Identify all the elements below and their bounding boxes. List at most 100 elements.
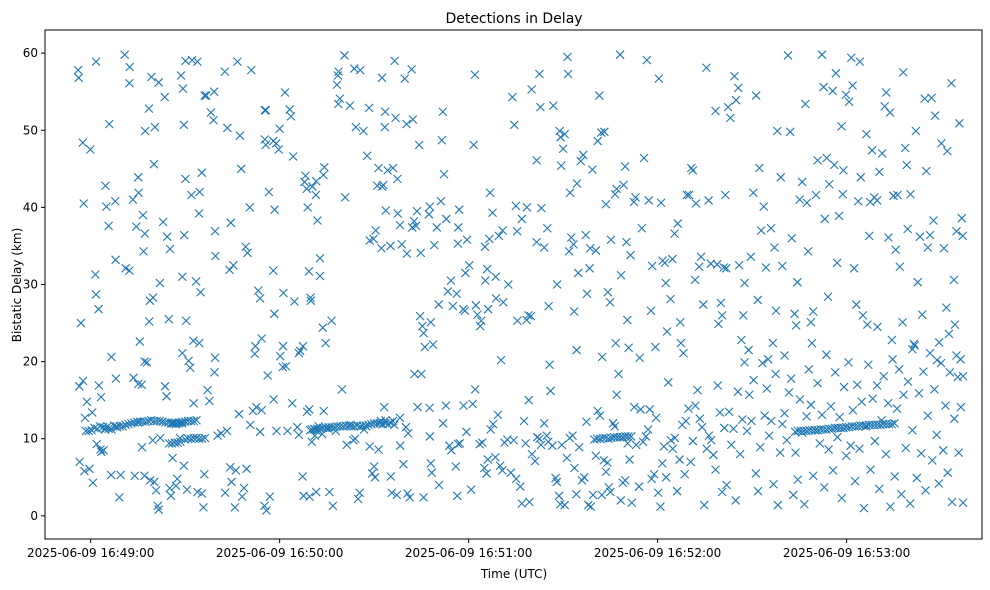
data-point [193,57,202,67]
data-point [495,461,505,471]
data-point [365,442,375,451]
data-point [82,397,92,407]
data-point [391,113,400,123]
data-point [107,352,116,362]
data-point [106,470,116,480]
data-point [759,202,769,211]
data-point [887,335,897,345]
data-point [179,230,189,240]
data-point [140,126,150,136]
data-point [385,418,395,427]
data-point [333,71,343,80]
data-point [822,153,832,163]
data-point [527,84,536,94]
data-point [862,129,871,139]
data-point [228,260,238,270]
data-point [355,488,365,498]
data-point [197,489,207,498]
data-point [288,152,298,161]
data-point [402,249,412,259]
data-point [162,391,171,401]
data-point [565,188,575,198]
data-point [675,317,685,327]
data-point [409,216,419,226]
data-point [626,432,636,441]
data-point [439,169,449,179]
data-point [392,490,402,500]
data-point [877,149,887,158]
data-point [651,413,661,423]
data-point [919,367,928,377]
data-point [698,300,708,309]
data-point [932,355,942,365]
data-point [192,415,201,425]
data-point [511,474,521,484]
data-point [662,327,672,336]
data-point [625,455,634,464]
data-point [649,469,659,479]
chart-title: Detections in Delay [445,11,582,27]
data-point [605,487,615,497]
data-point [795,395,805,404]
data-point [511,201,521,211]
data-point [822,350,831,360]
data-point [576,156,586,166]
data-point [645,405,655,414]
data-point [668,254,677,264]
data-point [615,50,625,60]
data-point [744,390,754,400]
data-point [848,81,857,90]
data-point [364,103,374,113]
data-point [694,262,704,272]
data-point [570,463,579,473]
data-point [85,464,94,474]
data-point [746,252,756,262]
data-point [956,402,966,412]
data-point [178,84,188,94]
data-point [895,262,905,272]
data-point [586,502,596,511]
data-point [749,375,759,385]
data-point [849,263,859,273]
data-point [233,57,242,67]
data-point [806,317,816,327]
data-point [828,465,838,475]
data-point [764,431,774,441]
data-point [310,431,320,441]
data-point [573,268,583,278]
data-point [362,151,372,161]
data-point [855,444,864,454]
data-point [412,206,422,216]
data-point [301,171,310,181]
data-point [121,420,131,430]
data-point [188,336,198,346]
data-point [332,80,342,90]
data-point [419,328,428,338]
y-tick-label: 0 [30,509,38,523]
data-point [733,83,743,93]
data-point [147,72,156,82]
data-point [768,338,778,348]
data-point [666,435,676,445]
data-point [790,309,799,319]
data-point [298,341,308,351]
data-point [722,480,731,490]
data-point [539,418,549,428]
data-point [544,301,554,311]
data-point [257,334,267,343]
data-point [94,304,103,314]
data-point [546,386,555,396]
data-point [720,190,730,200]
data-point [791,320,801,330]
data-point [125,62,135,72]
data-point [469,140,479,150]
data-point [593,406,603,416]
data-point [686,457,696,467]
data-point [102,202,111,211]
data-point [216,428,226,438]
data-point [395,413,405,423]
data-point [393,174,402,184]
data-point [908,425,917,435]
data-point [731,95,741,105]
data-point [144,104,154,114]
